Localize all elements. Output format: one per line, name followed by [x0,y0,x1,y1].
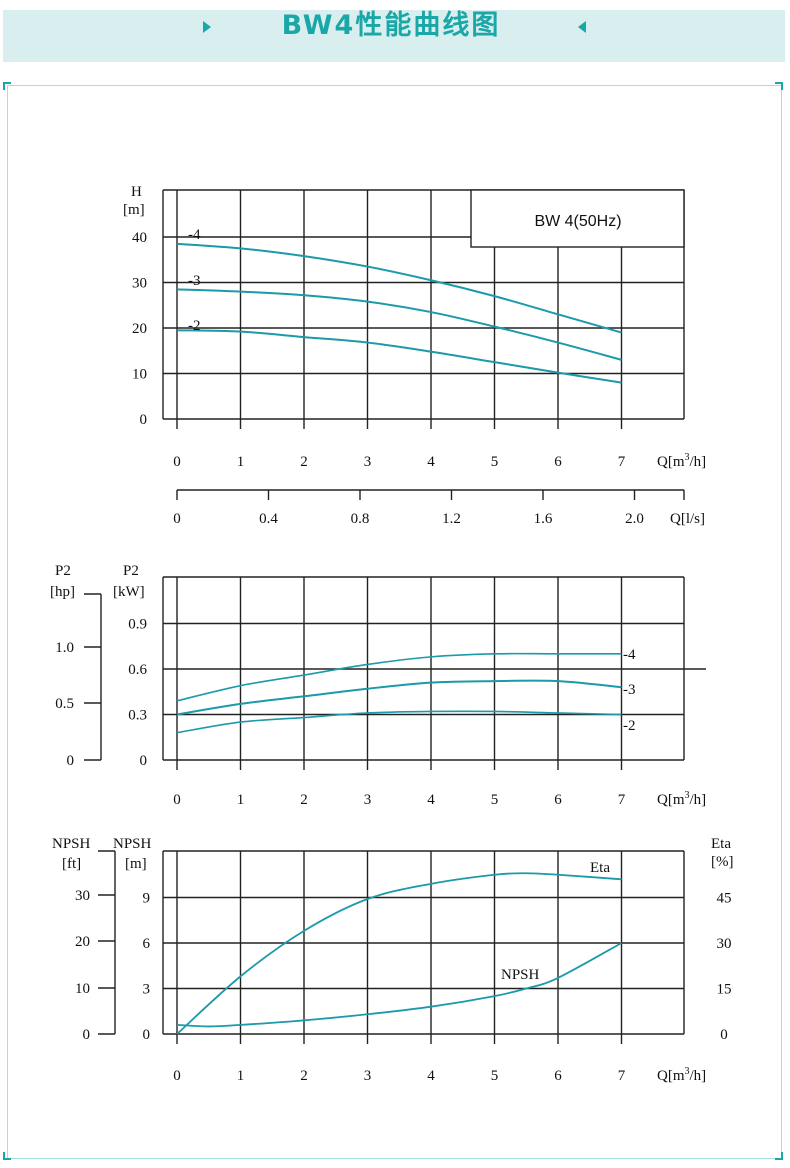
ft-tick-label: 30 [75,888,90,904]
x-tick-label: 7 [618,792,626,808]
x-tick-label: 0 [173,1068,181,1084]
ft-tick-label: 20 [75,934,90,950]
frame-corner-bottom-right [775,1152,783,1160]
chart-frame [7,85,782,1159]
series-label: -3 [623,682,636,698]
x-tick-label: 3 [364,454,372,470]
title-banner [3,10,785,62]
x-tick-label: 6 [554,1068,562,1084]
x-tick-label: 4 [427,1068,435,1084]
x-tick-label: 7 [618,454,626,470]
x-tick-label: 1 [237,792,245,808]
x-tick-label: 3 [364,1068,372,1084]
curve-p2-3 [176,679,622,716]
x-tick-label: 6 [554,792,562,808]
hp-tick-label: 0.5 [55,696,74,712]
triangle-right-icon [203,21,211,33]
x2-tick-label: 0 [173,511,181,527]
x-tick-label: 7 [618,1068,626,1084]
y-axis-label: NPSH [113,836,152,852]
series-label: -4 [623,647,636,663]
y-tick-label: 0 [143,1027,151,1043]
y-axis-unit: [kW] [113,584,145,600]
y-tick-label: 20 [132,321,147,337]
frame-corner-top-left [3,82,11,90]
chart-title: BW 4(50Hz) [534,213,621,230]
series-label-npsh: NPSH [501,967,540,983]
x2-tick-label: 1.2 [442,511,461,527]
x-tick-label: 4 [427,454,435,470]
chart-title-box [470,189,685,248]
y-tick-label: 0.3 [128,708,147,724]
x2-tick-label: 1.6 [534,511,553,527]
series-label: -4 [188,227,201,243]
y-axis-unit: [m] [123,202,145,218]
x-axis-label: Q[m3/h] [657,790,706,808]
y-tick-label: 3 [143,982,151,998]
ft-axis-label: NPSH [52,836,91,852]
curve-p2-4 [176,652,622,702]
x2-tick-label: 2.0 [625,511,644,527]
eta-tick-label: 30 [717,936,732,952]
x-tick-label: 5 [491,1068,499,1084]
x-axis-label: Q[m3/h] [657,1066,706,1084]
y-tick-label: 40 [132,230,147,246]
x-tick-label: 5 [491,454,499,470]
page-title: BW4性能曲线图 [281,10,501,41]
y-tick-label: 30 [132,276,147,292]
x-tick-label: 3 [364,792,372,808]
eta-tick-label: 0 [720,1027,728,1043]
x2-tick-label: 0.8 [351,511,370,527]
x-tick-label: 0 [173,454,181,470]
curve-h-3 [176,288,622,361]
eta-tick-label: 15 [717,982,732,998]
x-tick-label: 5 [491,792,499,808]
frame-corner-bottom-left [3,1152,11,1160]
triangle-left-icon [578,21,586,33]
x-tick-label: 1 [237,454,245,470]
x2-tick-label: 0.4 [259,511,278,527]
series-label-eta: Eta [590,860,610,876]
ft-tick-label: 10 [75,981,90,997]
hp-tick-label: 1.0 [55,640,74,656]
y-tick-label: 0.6 [128,662,147,678]
y-tick-label: 0 [140,753,148,769]
ft-tick-label: 0 [83,1027,91,1043]
x-tick-label: 0 [173,792,181,808]
y-tick-label: 0.9 [128,617,147,633]
x-tick-label: 1 [237,1068,245,1084]
curve-eta [176,872,622,1035]
hp-tick-label: 0 [67,753,75,769]
y-tick-label: 6 [143,936,151,952]
x-axis-label: Q[m3/h] [657,452,706,470]
y-tick-label: 10 [132,367,147,383]
y-tick-label: 0 [140,412,148,428]
eta-tick-label: 45 [717,891,732,907]
x-tick-label: 2 [300,792,308,808]
curve-h-4 [176,242,622,334]
frame-corner-top-right [775,82,783,90]
y-axis-label: H [131,184,142,200]
x-tick-label: 2 [300,1068,308,1084]
eta-axis-label: Eta [711,836,731,852]
eta-axis-unit: [%] [711,854,734,870]
y-tick-label: 9 [143,891,151,907]
series-label: -2 [623,718,636,734]
curve-p2-2 [176,710,622,734]
curve-h-2 [176,329,622,384]
series-label: -3 [188,273,201,289]
x-tick-label: 6 [554,454,562,470]
series-label: -2 [188,318,201,334]
y-axis-unit: [m] [125,856,147,872]
x-tick-label: 4 [427,792,435,808]
x2-axis-label: Q[l/s] [670,511,705,527]
hp-axis-unit: [hp] [50,584,75,600]
curve-npsh [176,942,622,1028]
ft-axis-unit: [ft] [62,856,81,872]
x-tick-label: 2 [300,454,308,470]
hp-axis-label: P2 [55,563,71,579]
y-axis-label: P2 [123,563,139,579]
